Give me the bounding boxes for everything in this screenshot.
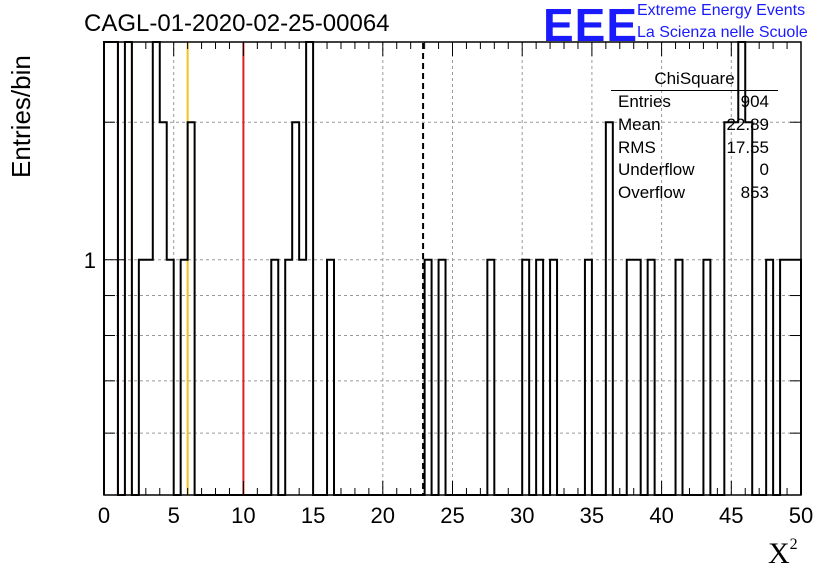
histogram-bin xyxy=(153,42,160,495)
stats-box: ChiSquare Entries 904 Mean 22.89 RMS 17.… xyxy=(611,68,778,205)
histogram-bin xyxy=(585,260,592,495)
histogram-bin xyxy=(146,260,153,495)
histogram-bin xyxy=(104,42,111,495)
x-axis-label-symbol: X xyxy=(768,537,790,570)
x-tick-label: 35 xyxy=(580,503,604,528)
histogram-bin xyxy=(780,260,787,495)
histogram-bin xyxy=(188,122,195,495)
histogram-bin xyxy=(125,42,132,495)
stats-row-mean: Mean 22.89 xyxy=(611,114,778,137)
histogram-bin xyxy=(271,260,278,495)
stats-value: 22.89 xyxy=(726,114,769,134)
histogram-bin xyxy=(648,260,655,495)
stats-value: 0 xyxy=(759,160,769,180)
plot-frame xyxy=(103,41,802,496)
histogram-bin xyxy=(160,122,167,495)
stats-label: Entries xyxy=(618,92,671,111)
eee-logo: EEE xyxy=(543,0,639,51)
histogram-bin xyxy=(425,260,432,495)
histogram-bin xyxy=(487,260,494,495)
x-tick-label: 5 xyxy=(168,503,180,528)
histogram-bin xyxy=(634,260,641,495)
x-tick-label: 45 xyxy=(719,503,743,528)
x-axis-label: X2 xyxy=(768,536,798,571)
logo-line-1: Extreme Energy Events xyxy=(637,2,806,19)
stats-label: RMS xyxy=(618,137,656,157)
histogram-bin xyxy=(181,260,188,495)
x-tick-label: 50 xyxy=(789,503,813,528)
histogram-bin xyxy=(299,260,306,495)
stats-row-entries: Entries 904 xyxy=(611,91,778,114)
histogram-bin xyxy=(292,122,299,495)
histogram-bin xyxy=(306,42,313,495)
x-tick-label: 30 xyxy=(510,503,534,528)
stats-value: 853 xyxy=(740,183,769,203)
histogram-bin xyxy=(111,42,118,495)
x-axis-label-superscript: 2 xyxy=(789,536,798,553)
histogram-bin xyxy=(676,260,683,495)
x-tick-label: 10 xyxy=(231,503,255,528)
histogram-bin xyxy=(285,260,292,495)
stats-row-underflow: Underflow 0 xyxy=(611,159,778,182)
histogram-bin xyxy=(536,260,543,495)
stats-label: Underflow xyxy=(618,160,695,180)
stats-row-rms: RMS 17.55 xyxy=(611,137,778,160)
page-title: CAGL-01-2020-02-25-00064 xyxy=(84,10,390,37)
histogram-bin xyxy=(703,260,710,495)
stats-title: ChiSquare xyxy=(611,68,778,91)
stats-row-overflow: Overflow 853 xyxy=(611,182,778,205)
y-tick-label: 1 xyxy=(84,248,96,273)
histogram-bin xyxy=(167,260,174,495)
x-tick-label: 15 xyxy=(301,503,325,528)
stats-value: 17.55 xyxy=(726,137,769,157)
x-tick-label: 25 xyxy=(440,503,464,528)
histogram-bin xyxy=(550,260,557,495)
x-tick-label: 20 xyxy=(371,503,395,528)
histogram-bin xyxy=(522,260,529,495)
x-tick-label: 0 xyxy=(98,503,110,528)
stats-value: 904 xyxy=(740,92,769,111)
stats-label: Overflow xyxy=(618,183,686,203)
grid-layer xyxy=(103,42,802,495)
histogram-bin xyxy=(439,260,446,495)
histogram-bin xyxy=(327,260,334,495)
stats-label: Mean xyxy=(618,114,661,134)
x-tick-label: 40 xyxy=(649,503,673,528)
histogram-bin xyxy=(627,260,634,495)
histogram-bin xyxy=(139,260,146,495)
logo-line-2: La Scienza nelle Scuole xyxy=(637,24,808,41)
histogram-bin xyxy=(766,260,773,495)
